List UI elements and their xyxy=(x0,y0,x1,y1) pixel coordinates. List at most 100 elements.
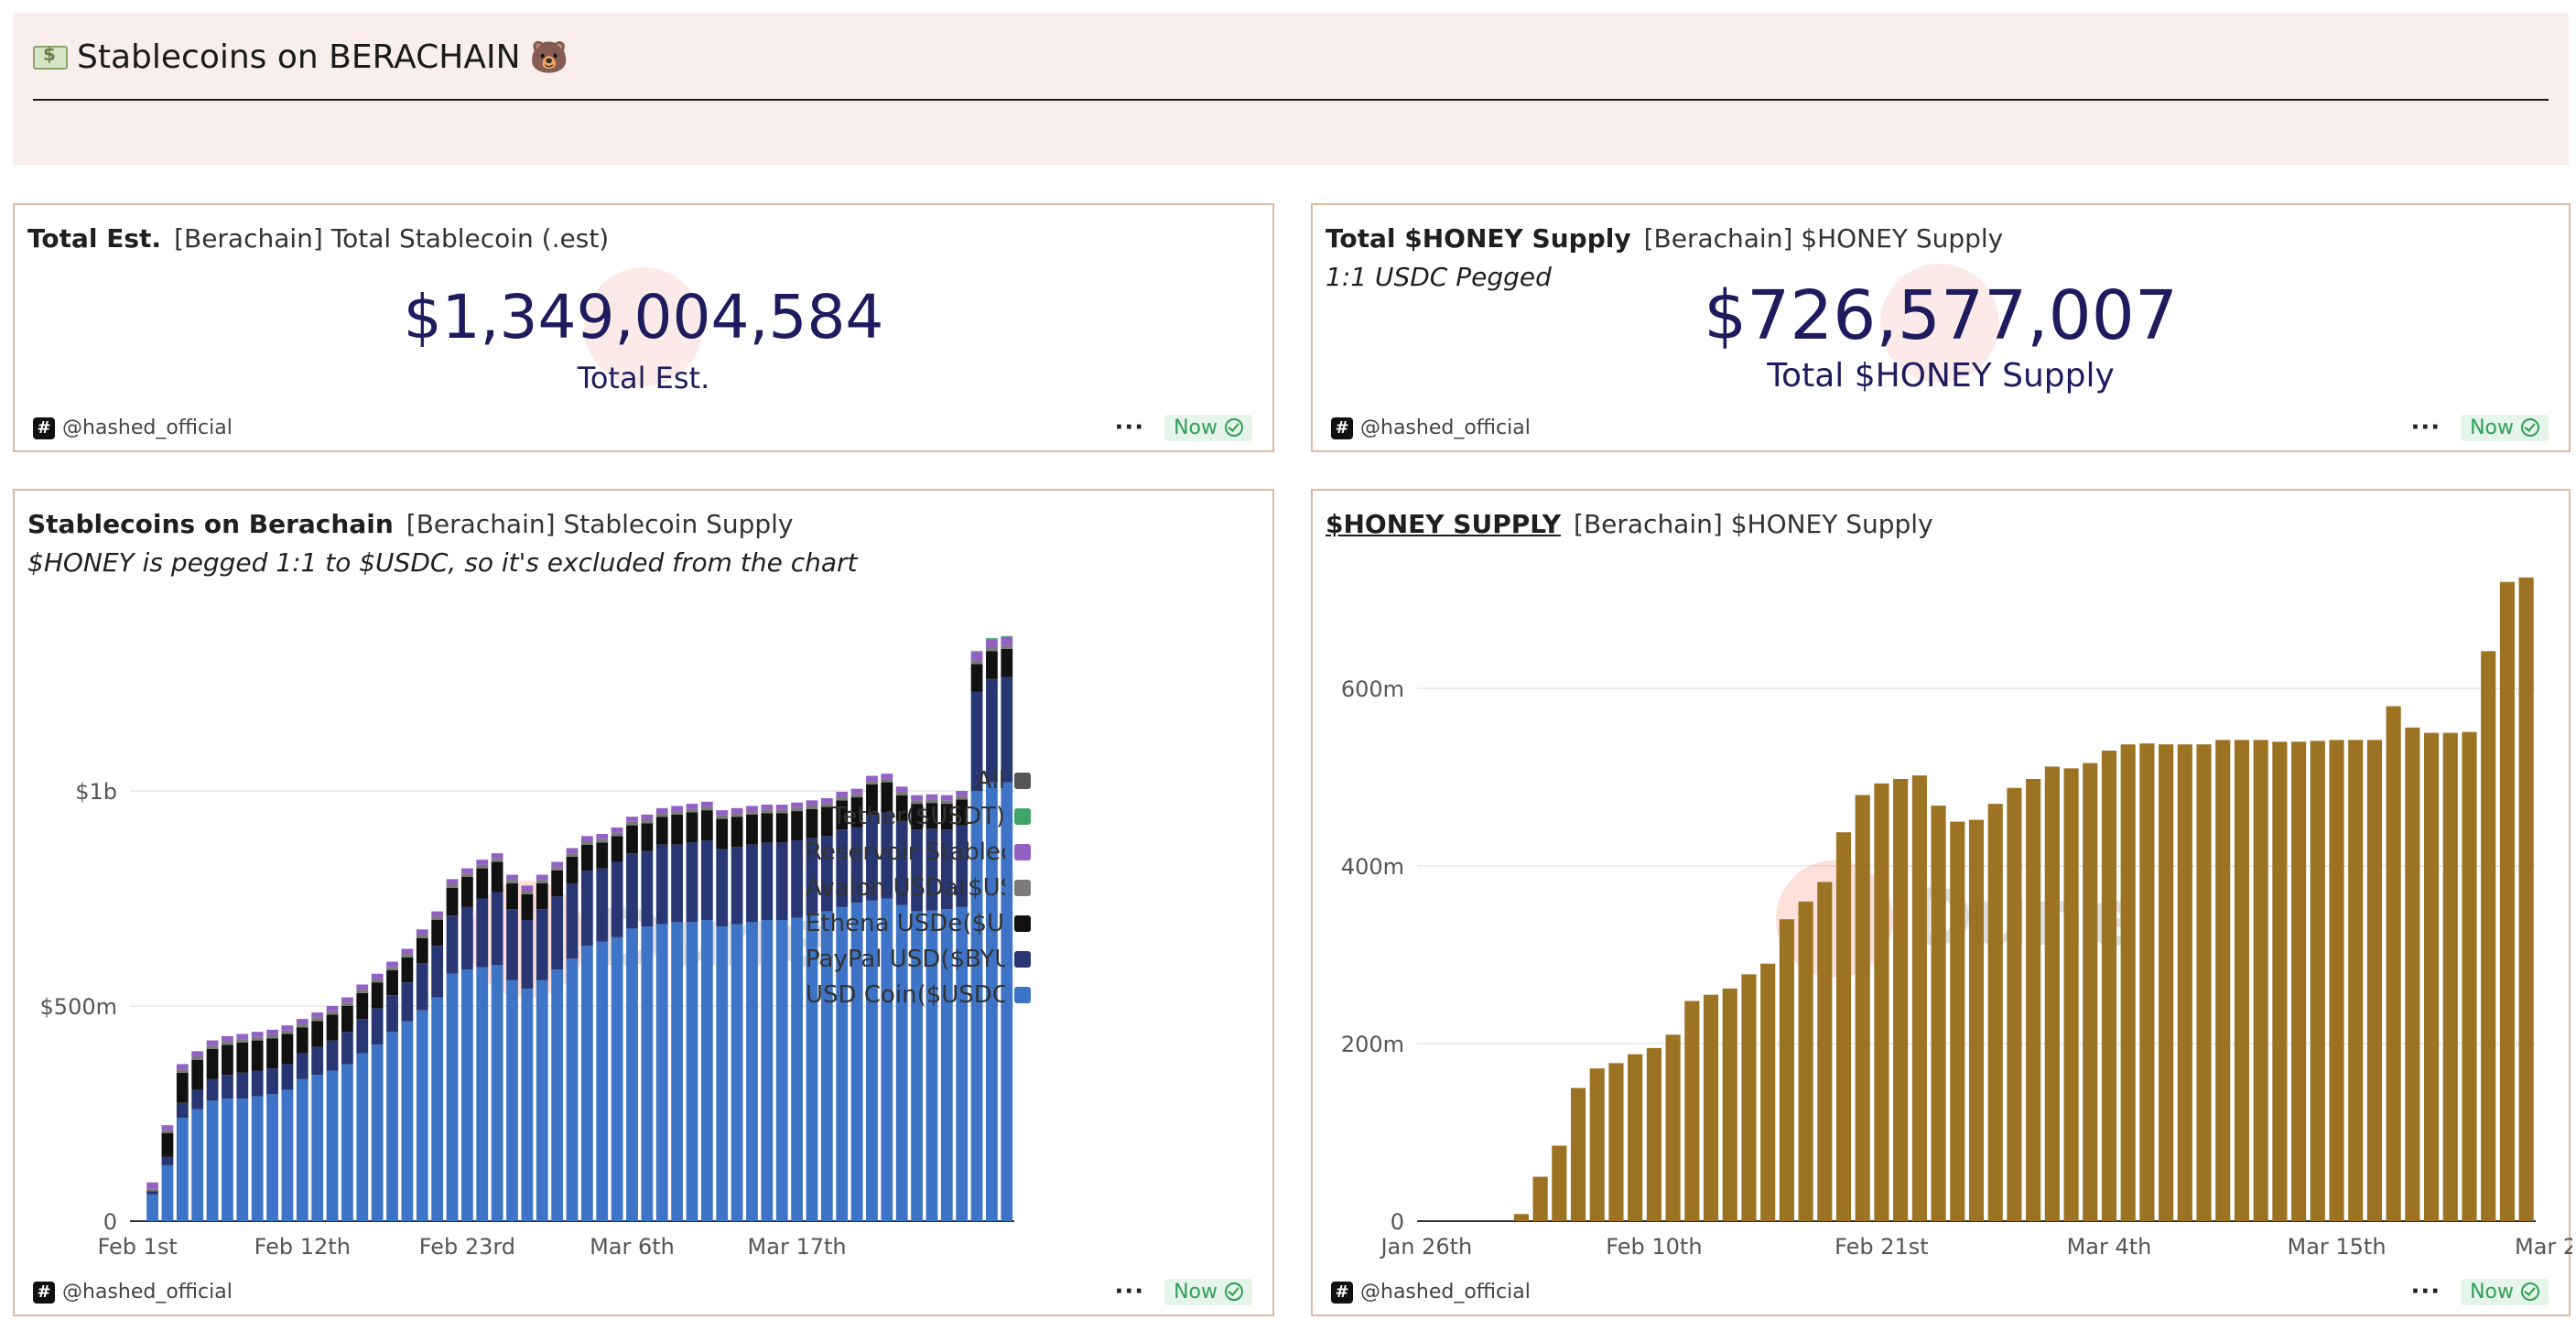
bar-segment[interactable] xyxy=(956,799,969,826)
bar-segment[interactable] xyxy=(881,778,893,783)
bar-segment[interactable] xyxy=(596,868,609,942)
bar-segment[interactable] xyxy=(326,1040,339,1071)
bar-segment[interactable] xyxy=(236,1098,249,1221)
bar-segment[interactable] xyxy=(761,920,774,1221)
bar-segment[interactable] xyxy=(820,803,833,807)
bar-segment[interactable] xyxy=(401,954,414,958)
bar-segment[interactable] xyxy=(626,821,638,826)
bar-segment[interactable] xyxy=(775,920,788,1221)
bar-segment[interactable] xyxy=(866,814,878,901)
bar-segment[interactable] xyxy=(791,840,803,918)
bar-segment[interactable] xyxy=(2083,763,2098,1221)
bar-segment[interactable] xyxy=(895,820,908,905)
bar-segment[interactable] xyxy=(161,1132,174,1157)
bar-segment[interactable] xyxy=(341,1032,353,1065)
card-title[interactable]: Total Est. [Berachain] Total Stablecoin (… xyxy=(27,223,609,254)
bar-segment[interactable] xyxy=(386,969,398,996)
bar-segment[interactable] xyxy=(731,807,743,814)
bar-segment[interactable] xyxy=(551,870,564,897)
bar-segment[interactable] xyxy=(326,1006,339,1012)
bar-segment[interactable] xyxy=(2196,744,2212,1221)
bar-segment[interactable] xyxy=(341,1006,353,1033)
bar-segment[interactable] xyxy=(925,794,938,800)
bar-segment[interactable] xyxy=(596,834,609,839)
bar-segment[interactable] xyxy=(461,969,473,1221)
bar-segment[interactable] xyxy=(2518,577,2534,1221)
bar-segment[interactable] xyxy=(2424,732,2440,1221)
bar-segment[interactable] xyxy=(2291,741,2307,1221)
bar-segment[interactable] xyxy=(236,1072,249,1099)
bar-segment[interactable] xyxy=(401,1021,414,1221)
bar-segment[interactable] xyxy=(146,1194,158,1221)
bar-segment[interactable] xyxy=(806,800,818,806)
bar-segment[interactable] xyxy=(850,794,863,798)
bar-segment[interactable] xyxy=(176,1069,189,1073)
bar-segment[interactable] xyxy=(626,817,638,822)
bar-segment[interactable] xyxy=(386,1032,398,1221)
bar-segment[interactable] xyxy=(386,961,398,968)
bar-segment[interactable] xyxy=(2272,741,2288,1221)
bar-segment[interactable] xyxy=(806,838,818,916)
bar-segment[interactable] xyxy=(596,941,609,1222)
bar-segment[interactable] xyxy=(371,1044,384,1221)
bar-segment[interactable] xyxy=(716,818,729,849)
bar-segment[interactable] xyxy=(431,911,444,917)
bar-segment[interactable] xyxy=(266,1094,278,1221)
bar-segment[interactable] xyxy=(311,1075,324,1221)
bar-segment[interactable] xyxy=(491,965,503,1221)
bar-segment[interactable] xyxy=(1798,901,1813,1221)
bar-segment[interactable] xyxy=(176,1064,189,1070)
card-title[interactable]: Total $HONEY Supply [Berachain] $HONEY Su… xyxy=(1326,223,2003,254)
bar-segment[interactable] xyxy=(761,805,774,810)
bar-segment[interactable] xyxy=(356,992,369,1020)
bar-segment[interactable] xyxy=(940,795,953,801)
bar-segment[interactable] xyxy=(761,842,774,920)
bar-segment[interactable] xyxy=(956,906,969,1221)
bar-segment[interactable] xyxy=(881,774,893,779)
bar-segment[interactable] xyxy=(1817,882,1833,1221)
bar-segment[interactable] xyxy=(416,963,428,1011)
bar-segment[interactable] xyxy=(206,1078,219,1101)
bar-segment[interactable] xyxy=(521,891,534,894)
bar-segment[interactable] xyxy=(521,885,534,892)
bar-segment[interactable] xyxy=(655,807,668,814)
bar-segment[interactable] xyxy=(461,906,473,970)
bar-segment[interactable] xyxy=(191,1051,204,1056)
bar-segment[interactable] xyxy=(2481,651,2496,1221)
bar-segment[interactable] xyxy=(716,849,729,927)
refresh-status-badge[interactable]: Now xyxy=(1164,1278,1252,1305)
bar-segment[interactable] xyxy=(925,803,938,829)
bar-segment[interactable] xyxy=(1855,795,1870,1221)
bar-segment[interactable] xyxy=(296,1078,308,1221)
bar-segment[interactable] xyxy=(911,795,923,801)
legend-item[interactable]: Tether($USDT) xyxy=(832,799,1031,834)
bar-segment[interactable] xyxy=(970,651,983,653)
bar-segment[interactable] xyxy=(2329,740,2344,1221)
card-title[interactable]: $HONEY SUPPLY [Berachain] $HONEY Supply xyxy=(1326,509,1933,539)
bar-segment[interactable] xyxy=(716,926,729,1221)
bar-segment[interactable] xyxy=(401,982,414,1022)
bar-segment[interactable] xyxy=(775,842,788,920)
bar-segment[interactable] xyxy=(446,887,459,916)
bar-segment[interactable] xyxy=(956,791,969,796)
bar-segment[interactable] xyxy=(671,844,683,923)
bar-segment[interactable] xyxy=(970,691,983,791)
bar-segment[interactable] xyxy=(1513,1214,1529,1221)
bar-segment[interactable] xyxy=(1570,1087,1586,1221)
bar-segment[interactable] xyxy=(1911,775,1927,1221)
bar-segment[interactable] xyxy=(326,1070,339,1222)
bar-segment[interactable] xyxy=(866,900,878,1221)
author-link[interactable]: # @hashed_official xyxy=(33,417,233,439)
legend-item[interactable]: Avalon USDa($USDa) xyxy=(806,871,1031,905)
bar-segment[interactable] xyxy=(222,1035,233,1042)
bar-segment[interactable] xyxy=(881,898,893,1222)
bar-segment[interactable] xyxy=(746,844,758,923)
bar-segment[interactable] xyxy=(236,1039,249,1043)
bar-segment[interactable] xyxy=(791,917,803,1221)
bar-segment[interactable] xyxy=(2234,740,2250,1221)
bar-segment[interactable] xyxy=(911,804,923,830)
bar-segment[interactable] xyxy=(521,989,534,1221)
bar-segment[interactable] xyxy=(236,1033,249,1040)
bar-segment[interactable] xyxy=(940,804,953,830)
bar-segment[interactable] xyxy=(866,775,878,782)
